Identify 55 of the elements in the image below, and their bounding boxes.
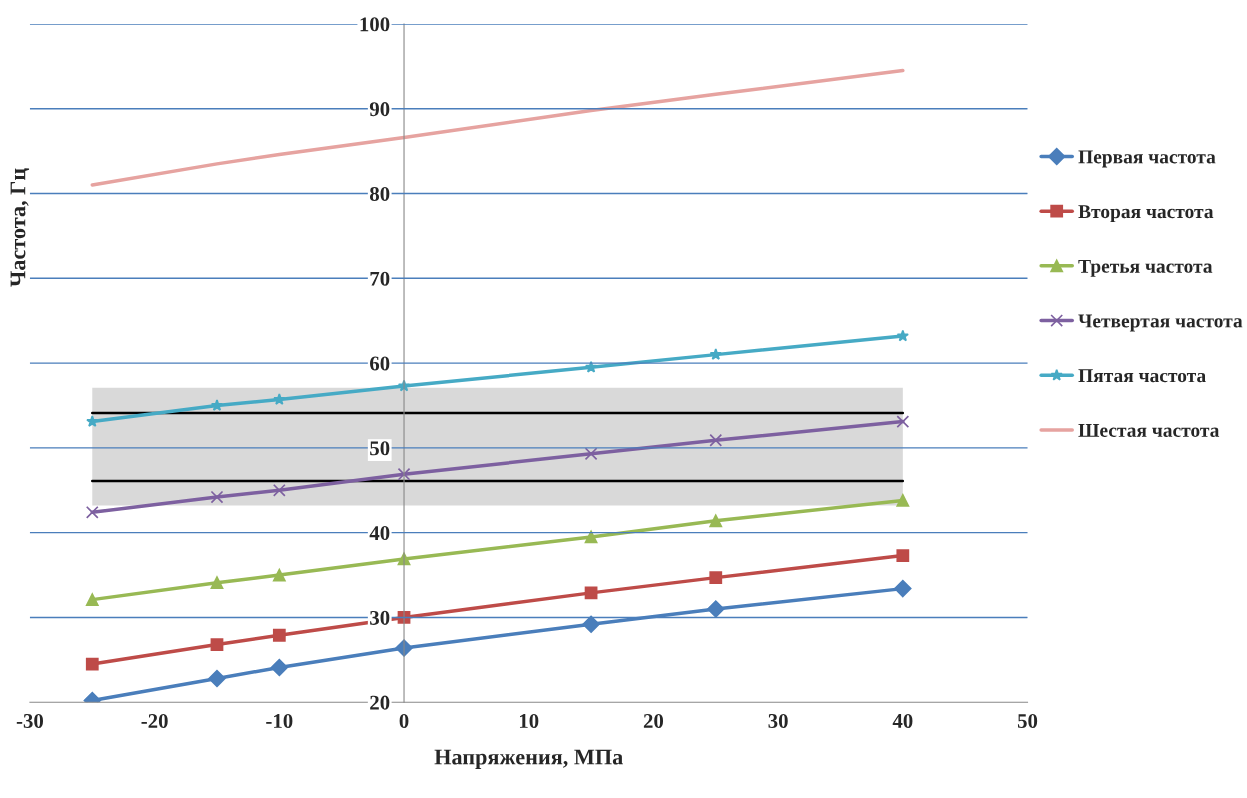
x-tick-label: 30 (768, 713, 788, 729)
point (208, 669, 226, 688)
y-tick-label: 30 (370, 610, 390, 625)
legend-label: Первая частота (1078, 150, 1216, 168)
x-tick-label: 0 (399, 713, 409, 729)
x-tick-label: 40 (892, 713, 913, 729)
point (272, 628, 286, 642)
y-axis-title: Частота, Гц (10, 168, 30, 287)
point (709, 433, 723, 447)
point (85, 593, 99, 607)
legend-label: Пятая частота (1078, 369, 1206, 383)
y-tick-label: 40 (369, 526, 390, 541)
x-tick-label: -30 (16, 713, 44, 729)
y-tick-label: 50 (370, 441, 390, 456)
point (896, 494, 910, 507)
y-tick-label: 90 (369, 102, 390, 117)
point (896, 329, 909, 342)
point (707, 600, 725, 618)
point (896, 549, 910, 562)
x-tick-label: 10 (519, 713, 539, 729)
point (894, 579, 912, 598)
x-tick-label: -10 (266, 713, 293, 729)
point (397, 467, 411, 481)
point (210, 638, 224, 651)
point (272, 483, 286, 497)
x-axis-title: Напряжения, МПа (434, 749, 623, 770)
point (85, 657, 99, 671)
point (582, 615, 600, 633)
point (272, 568, 286, 582)
point (273, 393, 286, 405)
point (709, 571, 723, 584)
point (709, 514, 723, 528)
point (584, 586, 598, 600)
point (210, 490, 224, 504)
legend-label: Четвертая частота (1078, 314, 1243, 332)
line-series (90, 68, 905, 187)
legend-label: Третья частота (1078, 259, 1213, 277)
point (270, 658, 289, 677)
y-tick-label: 80 (370, 186, 390, 201)
x-tick-label: 20 (643, 713, 664, 729)
x-tick-label: 50 (1017, 713, 1038, 729)
y-tick-label: 20 (370, 695, 390, 710)
point (584, 530, 598, 544)
y-tick-label: 70 (370, 271, 390, 286)
point (584, 447, 598, 461)
y-tick-label: 60 (370, 356, 390, 371)
legend-label: Шестая частота (1078, 424, 1220, 437)
point (210, 576, 224, 590)
legend-label: Вторая частота (1078, 205, 1214, 223)
point (85, 505, 99, 519)
point (896, 415, 910, 428)
y-tick-label: 100 (360, 17, 390, 32)
x-tick-label: -20 (141, 713, 168, 729)
point (210, 399, 224, 411)
point (709, 348, 722, 360)
